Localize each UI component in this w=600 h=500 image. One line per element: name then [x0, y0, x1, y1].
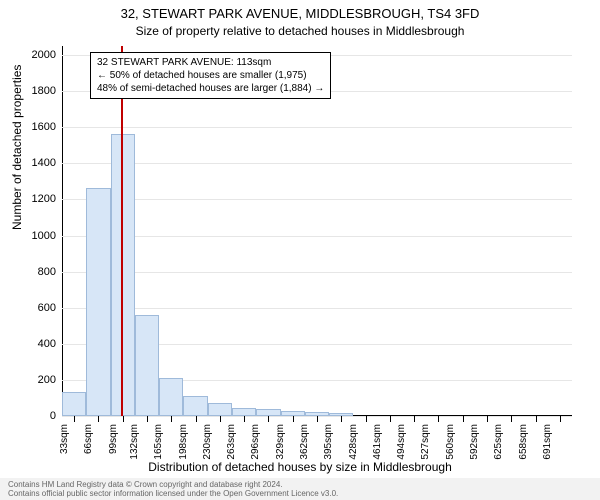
x-tick — [317, 416, 318, 422]
y-axis-label: Number of detached properties — [10, 65, 24, 230]
x-tick — [268, 416, 269, 422]
x-tick-label: 99sqm — [108, 424, 119, 454]
x-tick-label: 428sqm — [348, 424, 359, 460]
x-tick-label: 263sqm — [226, 424, 237, 460]
y-tick-label: 400 — [38, 338, 56, 350]
plot-area: 020040060080010001200140016001800200033s… — [62, 46, 572, 416]
x-tick-label: 362sqm — [299, 424, 310, 460]
x-tick — [438, 416, 439, 422]
histogram-bar — [135, 315, 159, 416]
y-tick-label: 1400 — [32, 157, 56, 169]
histogram-bar — [232, 408, 256, 416]
y-tick-label: 1000 — [32, 230, 56, 242]
x-tick — [560, 416, 561, 422]
x-tick — [414, 416, 415, 422]
annotation-line2: ← 50% of detached houses are smaller (1,… — [97, 69, 324, 82]
gridline — [62, 199, 572, 200]
x-tick-label: 230sqm — [202, 424, 213, 460]
footer-attribution: Contains HM Land Registry data © Crown c… — [0, 478, 600, 500]
x-tick-label: 395sqm — [323, 424, 334, 460]
gridline — [62, 127, 572, 128]
y-tick-label: 600 — [38, 302, 56, 314]
x-tick — [341, 416, 342, 422]
x-tick-label: 329sqm — [275, 424, 286, 460]
histogram-bar — [183, 396, 207, 416]
x-tick-label: 66sqm — [83, 424, 94, 454]
annotation-box: 32 STEWART PARK AVENUE: 113sqm← 50% of d… — [90, 52, 331, 99]
x-tick — [463, 416, 464, 422]
y-tick-label: 0 — [50, 410, 56, 422]
y-tick-label: 2000 — [32, 49, 56, 61]
footer-line2: Contains official public sector informat… — [8, 489, 338, 498]
histogram-bar — [208, 403, 232, 416]
gridline — [62, 236, 572, 237]
x-tick — [293, 416, 294, 422]
histogram-bar — [62, 392, 86, 416]
x-tick-label: 33sqm — [59, 424, 70, 454]
x-tick — [366, 416, 367, 422]
x-tick — [196, 416, 197, 422]
x-axis-label: Distribution of detached houses by size … — [0, 460, 600, 474]
y-axis-line — [62, 46, 63, 416]
footer-line1: Contains HM Land Registry data © Crown c… — [8, 480, 283, 489]
x-tick — [487, 416, 488, 422]
x-tick-label: 560sqm — [445, 424, 456, 460]
x-tick-label: 691sqm — [542, 424, 553, 460]
histogram-bar — [256, 409, 280, 416]
x-tick — [511, 416, 512, 422]
chart-title: 32, STEWART PARK AVENUE, MIDDLESBROUGH, … — [0, 6, 600, 21]
y-tick-label: 1800 — [32, 85, 56, 97]
y-tick-label: 200 — [38, 374, 56, 386]
x-tick-label: 165sqm — [153, 424, 164, 460]
x-tick — [74, 416, 75, 422]
annotation-line3: 48% of semi-detached houses are larger (… — [97, 82, 324, 95]
x-tick-label: 198sqm — [178, 424, 189, 460]
reference-line — [121, 46, 123, 416]
x-tick-label: 625sqm — [493, 424, 504, 460]
x-tick-label: 461sqm — [372, 424, 383, 460]
y-tick-label: 1200 — [32, 193, 56, 205]
gridline — [62, 308, 572, 309]
x-tick — [147, 416, 148, 422]
x-tick — [171, 416, 172, 422]
histogram-bar — [86, 188, 110, 416]
x-tick-label: 494sqm — [396, 424, 407, 460]
gridline — [62, 272, 572, 273]
x-tick — [536, 416, 537, 422]
x-tick-label: 527sqm — [421, 424, 432, 460]
x-tick-label: 592sqm — [469, 424, 480, 460]
x-tick-label: 132sqm — [129, 424, 140, 460]
annotation-line1: 32 STEWART PARK AVENUE: 113sqm — [97, 56, 324, 69]
x-tick — [98, 416, 99, 422]
histogram-bar — [159, 378, 183, 416]
x-tick-label: 658sqm — [518, 424, 529, 460]
x-tick — [220, 416, 221, 422]
chart-subtitle: Size of property relative to detached ho… — [0, 24, 600, 38]
histogram-chart: 32, STEWART PARK AVENUE, MIDDLESBROUGH, … — [0, 0, 600, 500]
x-tick-label: 296sqm — [251, 424, 262, 460]
x-tick — [123, 416, 124, 422]
y-tick-label: 1600 — [32, 121, 56, 133]
y-tick-label: 800 — [38, 266, 56, 278]
gridline — [62, 163, 572, 164]
x-tick — [390, 416, 391, 422]
x-tick — [244, 416, 245, 422]
